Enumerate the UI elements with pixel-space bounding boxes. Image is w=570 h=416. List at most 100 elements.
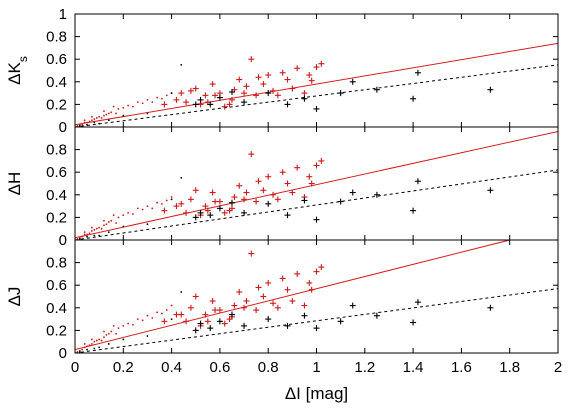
panels: 00.20.40.60.81ΔKs00.20.40.60.8ΔH00.20.40… bbox=[5, 6, 562, 403]
data-point-plus bbox=[284, 212, 291, 219]
data-point-dot bbox=[88, 344, 91, 346]
data-point-dot bbox=[98, 346, 101, 349]
data-point-plus bbox=[337, 318, 344, 325]
data-point-dot bbox=[95, 339, 98, 342]
data-point-dot bbox=[83, 343, 86, 345]
data-point-dot bbox=[141, 319, 144, 322]
data-point-plus bbox=[313, 216, 320, 223]
data-point-dot bbox=[161, 97, 163, 100]
data-point-plus bbox=[173, 203, 180, 210]
y-axis-label: ΔJ bbox=[5, 287, 24, 307]
data-point-plus bbox=[253, 198, 260, 205]
data-point-plus bbox=[313, 105, 320, 112]
data-point-plus bbox=[373, 86, 380, 93]
data-point-plus bbox=[265, 72, 272, 79]
data-point-dot bbox=[78, 350, 81, 353]
data-point-dot bbox=[170, 196, 173, 198]
data-point-plus bbox=[289, 189, 296, 196]
data-point-plus bbox=[192, 214, 199, 221]
data-point-dot bbox=[161, 202, 163, 205]
data-point-dot bbox=[151, 317, 154, 319]
data-point-plus bbox=[228, 96, 235, 103]
y-tick-label: 0 bbox=[59, 232, 67, 249]
data-point-plus bbox=[301, 312, 308, 319]
fit-line-solid bbox=[74, 131, 559, 239]
data-point-dot bbox=[122, 338, 125, 341]
data-point-plus bbox=[410, 319, 417, 326]
data-point-dot bbox=[117, 216, 120, 219]
data-point-dot bbox=[93, 118, 96, 120]
data-point-dot bbox=[103, 110, 105, 113]
data-point-dot bbox=[122, 114, 125, 117]
data-point-plus bbox=[289, 298, 296, 305]
data-point-plus bbox=[183, 209, 190, 216]
y-tick-label: 1 bbox=[59, 6, 67, 23]
y-tick-label: 0.4 bbox=[46, 187, 67, 204]
data-point-plus bbox=[318, 60, 325, 67]
data-point-plus bbox=[243, 298, 250, 305]
x-tick-label: 0.4 bbox=[161, 359, 182, 376]
data-point-plus bbox=[236, 182, 243, 189]
data-point-dot bbox=[122, 324, 125, 327]
y-tick-label: 0.6 bbox=[46, 164, 67, 181]
x-tick-label: 0.6 bbox=[209, 359, 230, 376]
data-point-plus bbox=[265, 200, 272, 207]
data-point-dot bbox=[156, 96, 159, 99]
data-point-dot bbox=[165, 309, 168, 311]
data-point-dot bbox=[105, 223, 108, 226]
data-point-dot bbox=[151, 101, 154, 104]
data-point-plus bbox=[248, 250, 255, 257]
data-point-plus bbox=[265, 173, 272, 180]
data-point-plus bbox=[301, 197, 308, 204]
data-point-plus bbox=[284, 76, 291, 83]
data-point-plus bbox=[216, 94, 223, 101]
fit-line-dashed bbox=[74, 288, 559, 354]
data-point-plus bbox=[161, 318, 168, 325]
data-point-plus bbox=[265, 90, 272, 97]
data-point-plus bbox=[284, 322, 291, 329]
data-point-dot bbox=[103, 114, 105, 117]
data-point-dot bbox=[110, 219, 113, 222]
data-point-plus bbox=[270, 87, 277, 94]
data-point-plus bbox=[204, 207, 211, 214]
data-point-dot bbox=[86, 348, 88, 351]
data-point-dot bbox=[103, 219, 105, 222]
data-point-dot bbox=[86, 123, 88, 126]
data-point-dot bbox=[98, 338, 101, 341]
data-point-plus bbox=[253, 307, 260, 314]
data-point-plus bbox=[228, 88, 235, 95]
y-axis-label: ΔH bbox=[5, 172, 24, 196]
data-point-plus bbox=[228, 205, 235, 212]
data-point-plus bbox=[313, 64, 320, 71]
data-point-dot bbox=[122, 225, 125, 228]
data-point-dot bbox=[81, 348, 84, 351]
data-point-dot bbox=[122, 106, 125, 109]
data-point-plus bbox=[318, 264, 325, 271]
data-point-plus bbox=[487, 187, 494, 194]
data-point-dot bbox=[117, 108, 120, 110]
data-point-dot bbox=[107, 231, 110, 233]
x-axis-label: ΔI [mag] bbox=[285, 384, 348, 403]
data-point-dot bbox=[115, 112, 117, 115]
data-point-plus bbox=[260, 187, 267, 194]
data-point-dot bbox=[146, 314, 149, 317]
data-point-plus bbox=[294, 164, 301, 171]
data-point-dot bbox=[83, 121, 86, 124]
data-point-plus bbox=[253, 92, 260, 99]
data-point-plus bbox=[161, 207, 168, 214]
data-point-plus bbox=[202, 203, 209, 210]
data-point-dot bbox=[100, 227, 103, 230]
x-tick-label: 2 bbox=[554, 359, 562, 376]
data-point-dot bbox=[88, 120, 91, 123]
data-point-plus bbox=[241, 322, 248, 329]
data-point-dot bbox=[93, 228, 96, 231]
data-point-dot bbox=[180, 291, 183, 293]
data-point-plus bbox=[260, 293, 267, 300]
data-point-plus bbox=[308, 286, 315, 293]
data-point-dot bbox=[165, 94, 168, 97]
data-point-plus bbox=[183, 318, 190, 325]
data-point-plus bbox=[487, 304, 494, 311]
data-point-plus bbox=[349, 189, 356, 196]
data-point-dot bbox=[180, 176, 183, 179]
